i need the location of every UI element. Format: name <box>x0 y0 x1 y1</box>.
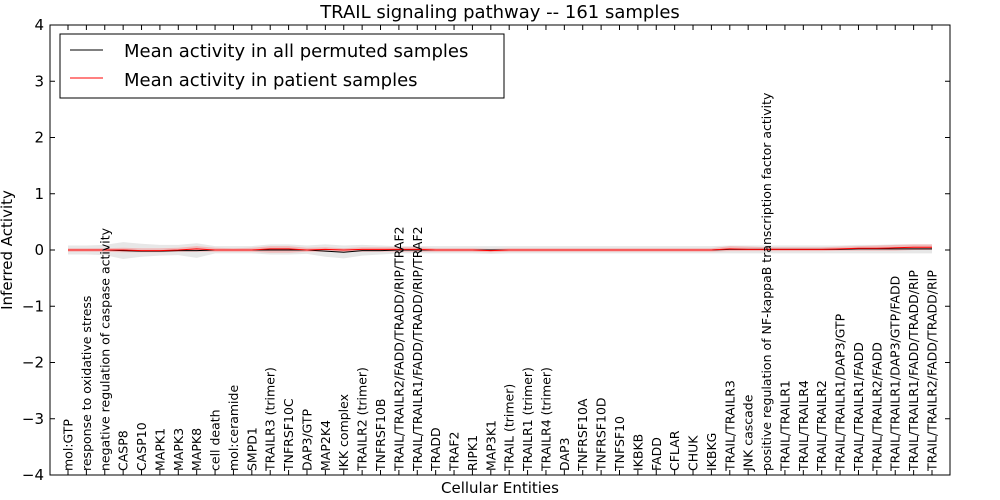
x-tick-label: negative regulation of caspase activity <box>97 227 112 471</box>
x-tick-label: TNFRSF10D <box>594 397 609 472</box>
legend-label-patient: Mean activity in patient samples <box>124 70 418 91</box>
x-tick-label: MAPK3 <box>171 428 186 471</box>
x-tick-label: TNFRSF10B <box>373 399 388 472</box>
x-tick-label: TRAILR1 (trimer) <box>520 367 535 472</box>
x-tick-label: TRAILR4 (trimer) <box>539 367 554 472</box>
x-tick-label: TRAIL/TRAILR2 <box>814 380 829 472</box>
x-tick-label: DAP3/GTP <box>300 408 315 471</box>
x-tick-label: MAP3K1 <box>483 420 498 471</box>
x-axis-label: Cellular Entities <box>441 479 559 497</box>
x-tick-label: TRAIL/TRAILR1/FADD <box>851 342 866 472</box>
x-axis: mol:GTP response to oxidative stress negat… <box>61 25 940 475</box>
x-tick-label: TRAIL/TRAILR1/DAP3/GTP <box>833 313 848 472</box>
line-patient <box>68 246 932 252</box>
y-tick-label: −1 <box>22 297 44 315</box>
x-tick-label: SMPD1 <box>244 427 259 471</box>
x-tick-label: TRAIL/TRAILR2/FADD/TRADD/RIP/TRAF2 <box>391 226 406 472</box>
series-lines <box>68 246 932 253</box>
x-tick-label: TRAILR3 (trimer) <box>263 367 278 472</box>
y-tick-label: −4 <box>22 466 44 484</box>
x-tick-label: IKK complex <box>336 394 351 471</box>
x-tick-label: TRADD <box>428 427 443 472</box>
y-axis-label: Inferred Activity <box>0 190 16 310</box>
y-tick-label: 1 <box>34 185 44 203</box>
x-tick-label: DAP3 <box>557 438 572 471</box>
y-tick-label: 4 <box>34 16 44 34</box>
x-tick-label: mol:GTP <box>61 419 76 471</box>
x-tick-label: positive regulation of NF-kappaB transcr… <box>759 92 774 471</box>
x-tick-label: TRAIL/TRAILR1/DAP3/GTP/FADD <box>888 276 903 472</box>
x-tick-label: CHUK <box>686 435 701 471</box>
band-patient <box>68 244 932 253</box>
x-tick-label: CASP10 <box>134 422 149 471</box>
x-tick-label: CFLAR <box>667 430 682 471</box>
x-tick-label: RIPK1 <box>465 435 480 471</box>
x-tick-label: TRAIL/TRAILR2/FADD <box>869 342 884 472</box>
legend: Mean activity in all permuted samples Me… <box>59 33 505 99</box>
x-tick-label: TRAIL/TRAILR1/FADD/TRADD/RIP <box>906 270 921 472</box>
x-tick-label: IKBKB <box>630 434 645 471</box>
x-tick-label: MAPK1 <box>152 428 167 471</box>
y-tick-label: 3 <box>34 72 44 90</box>
x-tick-label: TNFRSF10A <box>575 398 590 472</box>
x-tick-label: TNFRSF10C <box>281 398 296 472</box>
x-tick-label: TRAIL/TRAILR1/FADD/TRADD/RIP/TRAF2 <box>410 226 425 472</box>
x-tick-label: TRAIL/TRAILR3 <box>722 380 737 472</box>
x-tick-label: TRAIL/TRAILR4 <box>796 380 811 472</box>
x-tick-label: CASP8 <box>116 430 131 471</box>
legend-box <box>59 33 505 99</box>
x-tick-label: TRAIL/TRAILR1 <box>777 380 792 472</box>
x-tick-label: TNFSF10 <box>612 416 627 472</box>
y-tick-label: −3 <box>22 410 44 428</box>
x-tick-label: TRAIL/TRAILR2/FADD/TRADD/RIP <box>925 270 940 472</box>
chart-title: TRAIL signaling pathway -- 161 samples <box>319 2 680 23</box>
y-tick-label: 2 <box>34 129 44 147</box>
legend-label-permuted: Mean activity in all permuted samples <box>124 41 468 62</box>
y-tick-label: 0 <box>34 241 44 259</box>
x-tick-label: MAP2K4 <box>318 420 333 471</box>
x-tick-label: cell death <box>208 409 223 471</box>
x-tick-label: TRAILR2 (trimer) <box>355 367 370 472</box>
x-tick-label: response to oxidative stress <box>79 296 94 471</box>
x-tick-label: mol:ceramide <box>226 385 241 471</box>
x-tick-label: TRAF2 <box>447 431 462 472</box>
x-tick-label: TRAIL (trimer) <box>502 384 517 472</box>
x-tick-label: IKBKG <box>704 433 719 471</box>
x-tick-label: FADD <box>649 437 664 471</box>
x-tick-label: JNK cascade <box>741 394 756 472</box>
y-axis: −4 −3 −2 −1 0 1 2 3 4 <box>22 16 950 484</box>
x-tick-label: MAPK8 <box>189 428 204 471</box>
y-tick-label: −2 <box>22 354 44 372</box>
